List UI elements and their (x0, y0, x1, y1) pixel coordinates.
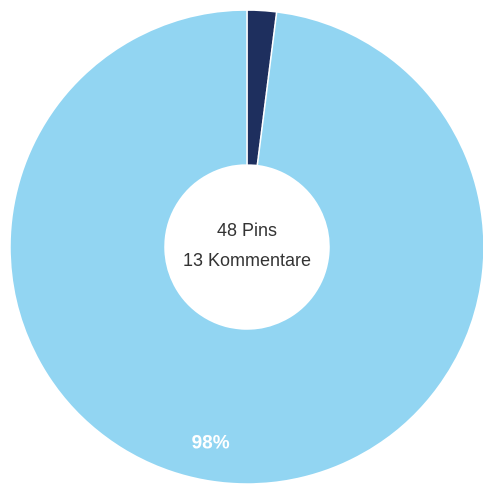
center-label: 13 Kommentare (183, 250, 311, 270)
center-label: 48 Pins (217, 220, 277, 240)
slice-label: 98% (192, 433, 230, 454)
donut-slice (9, 9, 483, 484)
